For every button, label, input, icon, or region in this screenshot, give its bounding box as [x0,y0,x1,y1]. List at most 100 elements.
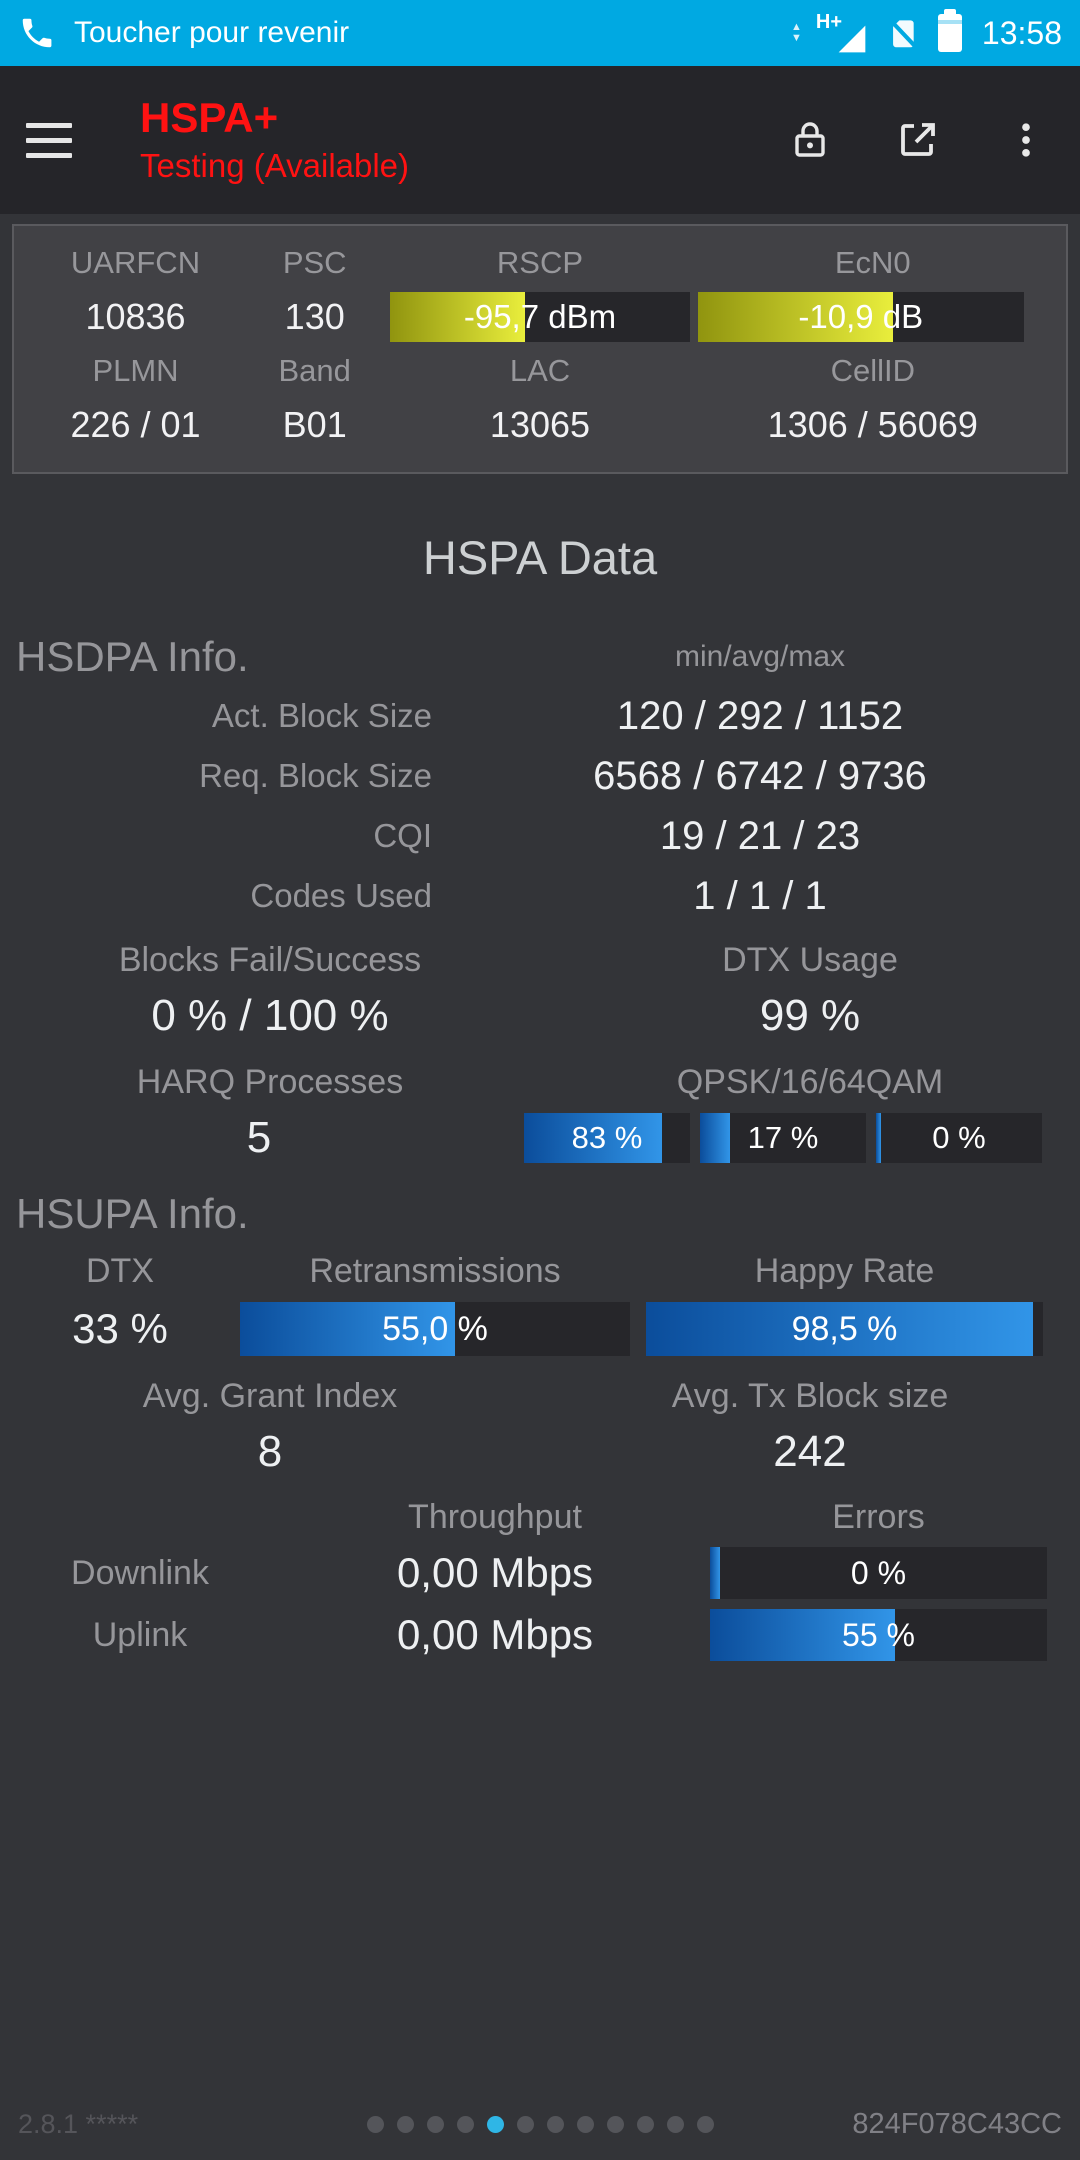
more-vert-icon [1022,123,1030,157]
ecn0-bar: -10,9 dB [697,292,1024,342]
act-block-size-value: 120 / 292 / 1152 [616,693,904,738]
qam16-bar: 17 % [700,1113,866,1163]
cell-info-card[interactable]: UARFCN PSC RSCP EcN0 10836 130 -95,7 dBm… [12,224,1068,474]
qam64-bar: 0 % [876,1113,1042,1163]
retransmissions-bar: 55,0 % [240,1302,630,1356]
codes-used-value: 1 / 1 / 1 [693,873,827,918]
rscp-bar: -95,7 dBm [390,292,690,342]
page-indicator[interactable] [366,2115,714,2133]
psc-value: 130 [284,296,345,337]
downlink-label: Downlink [71,1553,209,1592]
req-block-size-value: 6568 / 6742 / 9736 [593,753,927,798]
ecn0-value: -10,9 dB [798,298,924,335]
cellid-label: CellID [830,353,915,388]
cqi-value: 19 / 21 / 23 [659,813,861,858]
psc-label: PSC [282,245,347,280]
rscp-label: RSCP [496,245,584,280]
hsupa-heading: HSUPA Info. [16,1190,249,1237]
page-dot[interactable] [366,2115,384,2133]
downlink-errors-bar: 0 % [710,1547,1047,1599]
codes-used-label: Codes Used [250,877,432,914]
qpsk-value: 83 % [571,1120,643,1155]
happy-rate-bar: 98,5 % [646,1302,1043,1356]
app-title: HSPA+ [140,94,279,141]
app-version: 2.8.1 ***** [18,2108,139,2139]
status-bar[interactable]: Toucher pour revenir ▲ ▼ H+ 13:58 [0,0,1080,66]
page-dot[interactable] [606,2115,624,2133]
downlink-throughput-value: 0,00 Mbps [396,1549,594,1596]
status-time: 13:58 [981,14,1062,51]
lac-value: 13065 [489,404,591,445]
network-activity-icon: ▲ ▼ [791,21,802,44]
page-dot[interactable] [666,2115,684,2133]
qpsk-bar: 83 % [524,1113,690,1163]
device-id: 824F078C43CC [852,2107,1062,2140]
modulation-label: QPSK/16/64QAM [676,1062,944,1101]
page-dot[interactable] [516,2115,534,2133]
uplink-throughput-value: 0,00 Mbps [396,1611,594,1658]
open-external-button[interactable] [890,112,946,168]
rscp-value: -95,7 dBm [463,298,617,335]
page-dot[interactable] [636,2115,654,2133]
footer: 2.8.1 ***** 824F078C43CC [0,2102,1080,2146]
page-dot[interactable] [696,2115,714,2133]
hsdpa-row-act-block-size: Act. Block Size 120 / 292 / 1152 [0,686,1080,746]
happy-rate-value: 98,5 % [791,1309,898,1348]
uplink-label: Uplink [92,1615,188,1654]
hsupa-dtx-value: 33 % [72,1305,168,1352]
act-block-size-label: Act. Block Size [211,697,432,734]
status-notification-text: Toucher pour revenir [74,16,350,49]
page-dot-active[interactable] [486,2115,504,2133]
uplink-errors-value: 55 % [842,1616,915,1653]
avg-grant-index-label: Avg. Grant Index [142,1376,398,1415]
throughput-label: Throughput [408,1497,582,1536]
cqi-label: CQI [373,817,432,854]
hsdpa-row-cqi: CQI 19 / 21 / 23 [0,806,1080,866]
page-title: HSPA Data [422,531,658,584]
open-in-new-icon [901,123,935,156]
happy-rate-label: Happy Rate [754,1251,935,1290]
page-dot[interactable] [426,2115,444,2133]
uarfcn-value: 10836 [85,296,186,337]
lock-button[interactable] [782,112,838,168]
page-dot[interactable] [576,2115,594,2133]
hsdpa-heading: HSDPA Info. [16,633,249,680]
app-bar: HSPA+ Testing (Available) [0,66,1080,214]
hsupa-dtx-label: DTX [86,1251,154,1290]
hsdpa-row-req-block-size: Req. Block Size 6568 / 6742 / 9736 [0,746,1080,806]
hsdpa-row-codes-used: Codes Used 1 / 1 / 1 [0,866,1080,926]
lock-icon [795,122,825,157]
blocks-fail-success-value: 0 % / 100 % [151,991,389,1040]
no-sim-icon [887,17,917,48]
qam64-value: 0 % [932,1120,986,1155]
dtx-usage-value: 99 % [759,991,861,1040]
min-avg-max-label: min/avg/max [674,640,846,673]
battery-icon [937,9,962,52]
harq-processes-value: 5 [246,1113,272,1162]
downlink-row: Downlink 0,00 Mbps 0 % [0,1542,1080,1604]
retransmissions-value: 55,0 % [382,1309,488,1348]
req-block-size-label: Req. Block Size [199,757,432,794]
dtx-usage-label: DTX Usage [722,940,898,979]
overflow-menu-button[interactable] [998,112,1054,168]
app-subtitle: Testing (Available) [140,147,410,184]
qam16-value: 17 % [747,1120,819,1155]
page-dot[interactable] [396,2115,414,2133]
blocks-fail-success-label: Blocks Fail/Success [118,940,422,979]
signal-indicator: H+ [816,11,868,55]
plmn-label: PLMN [92,353,179,388]
avg-tx-block-size-value: 242 [773,1427,847,1476]
menu-button[interactable] [26,115,78,166]
ecn0-label: EcN0 [834,245,911,280]
band-value: B01 [282,404,347,445]
plmn-value: 226 / 01 [70,404,201,445]
uplink-errors-bar: 55 % [710,1609,1047,1661]
band-label: Band [278,353,351,388]
downlink-errors-value: 0 % [850,1554,907,1591]
harq-processes-label: HARQ Processes [136,1062,404,1101]
uplink-row: Uplink 0,00 Mbps 55 % [0,1604,1080,1666]
page-dot[interactable] [546,2115,564,2133]
page-dot[interactable] [456,2115,474,2133]
lac-label: LAC [509,353,571,388]
